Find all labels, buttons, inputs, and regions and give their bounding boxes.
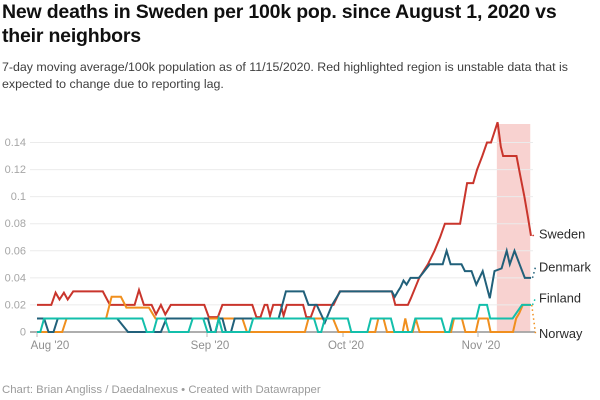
y-axis-tick-label: 0.14 xyxy=(5,137,26,149)
legend-connector-finland xyxy=(531,297,537,306)
legend-label-norway: Norway xyxy=(539,326,583,341)
y-axis-tick-label: 0.04 xyxy=(5,272,26,284)
x-axis-tick-label: Sep '20 xyxy=(191,340,230,352)
reporting-lag-highlight-region xyxy=(496,124,531,332)
legend-label-sweden: Sweden xyxy=(539,226,585,241)
legend-label-denmark: Denmark xyxy=(539,259,592,274)
chart-attribution: Chart: Brian Angliss / Daedalnexus • Cre… xyxy=(2,384,321,396)
x-axis-tick-label: Oct '20 xyxy=(328,340,364,352)
line-chart-plot: 0 0.02 0.04 0.06 0.08 0.1 0.12 0.14 Aug '20 Sep '… xyxy=(5,121,592,352)
y-axis-tick-label: 0.1 xyxy=(11,191,26,203)
x-axis-tick-label: Nov '20 xyxy=(462,340,501,352)
legend-connector-sweden xyxy=(532,233,536,237)
series-line-finland xyxy=(37,303,531,333)
y-axis-tick-label: 0.06 xyxy=(5,245,26,257)
chart-subtitle: 7-day moving average/100k population as … xyxy=(2,60,568,92)
series-line-denmark xyxy=(37,246,531,333)
legend-connector-denmark xyxy=(531,266,537,279)
x-axis-tick-label: Aug '20 xyxy=(31,340,70,352)
chart-title: New deaths in Sweden per 100k pop. since… xyxy=(2,1,557,47)
series-line-sweden xyxy=(37,121,532,320)
legend-label-finland: Finland xyxy=(539,290,581,305)
y-axis-tick-label: 0.12 xyxy=(5,164,26,176)
y-axis-tick-label: 0.08 xyxy=(5,218,26,230)
y-axis-tick-label: 0.02 xyxy=(5,299,26,311)
y-axis-tick-label: 0 xyxy=(20,327,26,339)
legend-connector-norway xyxy=(531,304,537,334)
